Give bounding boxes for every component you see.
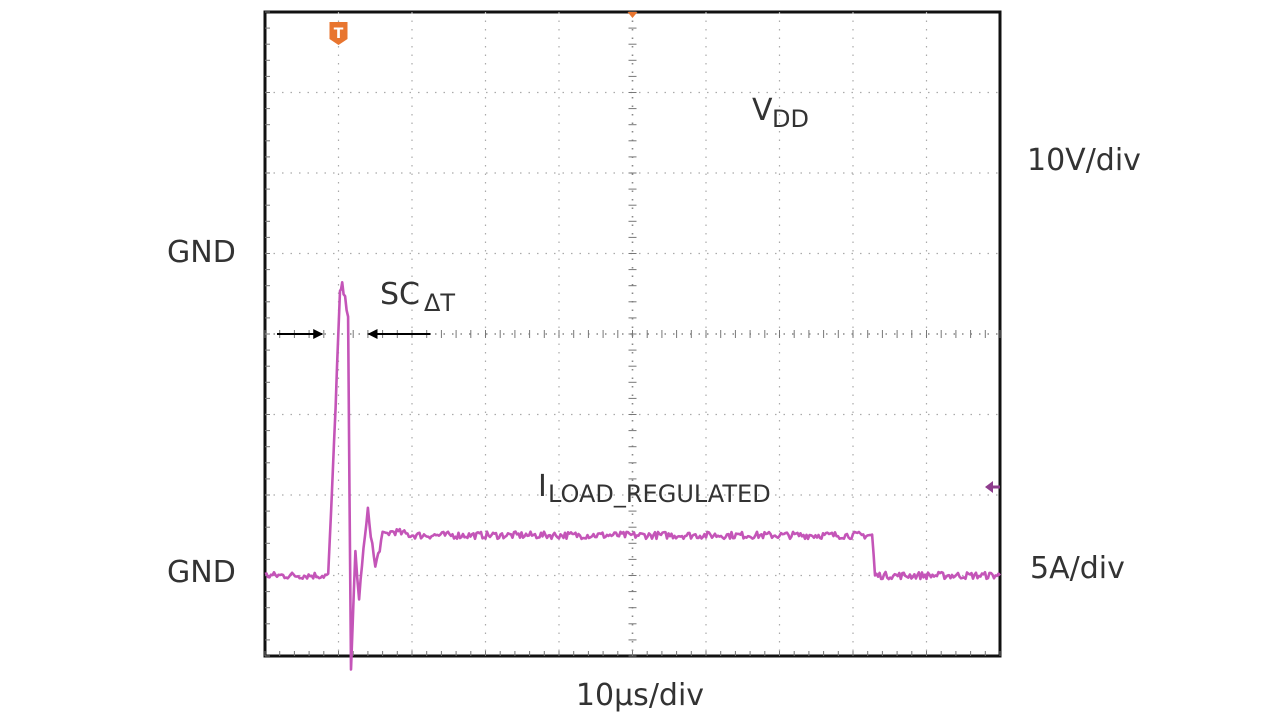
vdd-scale-label: 10V/div [1027,143,1141,178]
vdd-ground-label: GND [167,235,236,270]
iload-ground-label: GND [167,555,236,590]
sc-label-main: SC [380,277,420,312]
graticule [264,11,1001,657]
iload-trace [264,280,1001,671]
channel2-ground-marker-icon [985,480,1000,493]
annotations: T [277,12,1000,493]
center-marker-icon [627,12,638,18]
sc-label-sub: ΔT [424,289,455,317]
traces [264,280,1001,671]
trigger-marker-label: T [334,26,344,42]
iload-label-main: I [538,469,547,504]
x-axis-label: 10µs/div [576,678,704,713]
iload-label-sub: LOAD_REGULATED [548,480,771,508]
iload-trace-label: I LOAD_REGULATED [538,469,771,508]
iload-scale-label: 5A/div [1030,551,1125,586]
vdd-trace-label: V DD [752,93,809,133]
trigger-marker-icon: T [329,22,348,45]
sc-delta-t-label: SC ΔT [380,277,455,317]
vdd-label-main: V [752,93,773,128]
vdd-label-sub: DD [772,105,809,133]
